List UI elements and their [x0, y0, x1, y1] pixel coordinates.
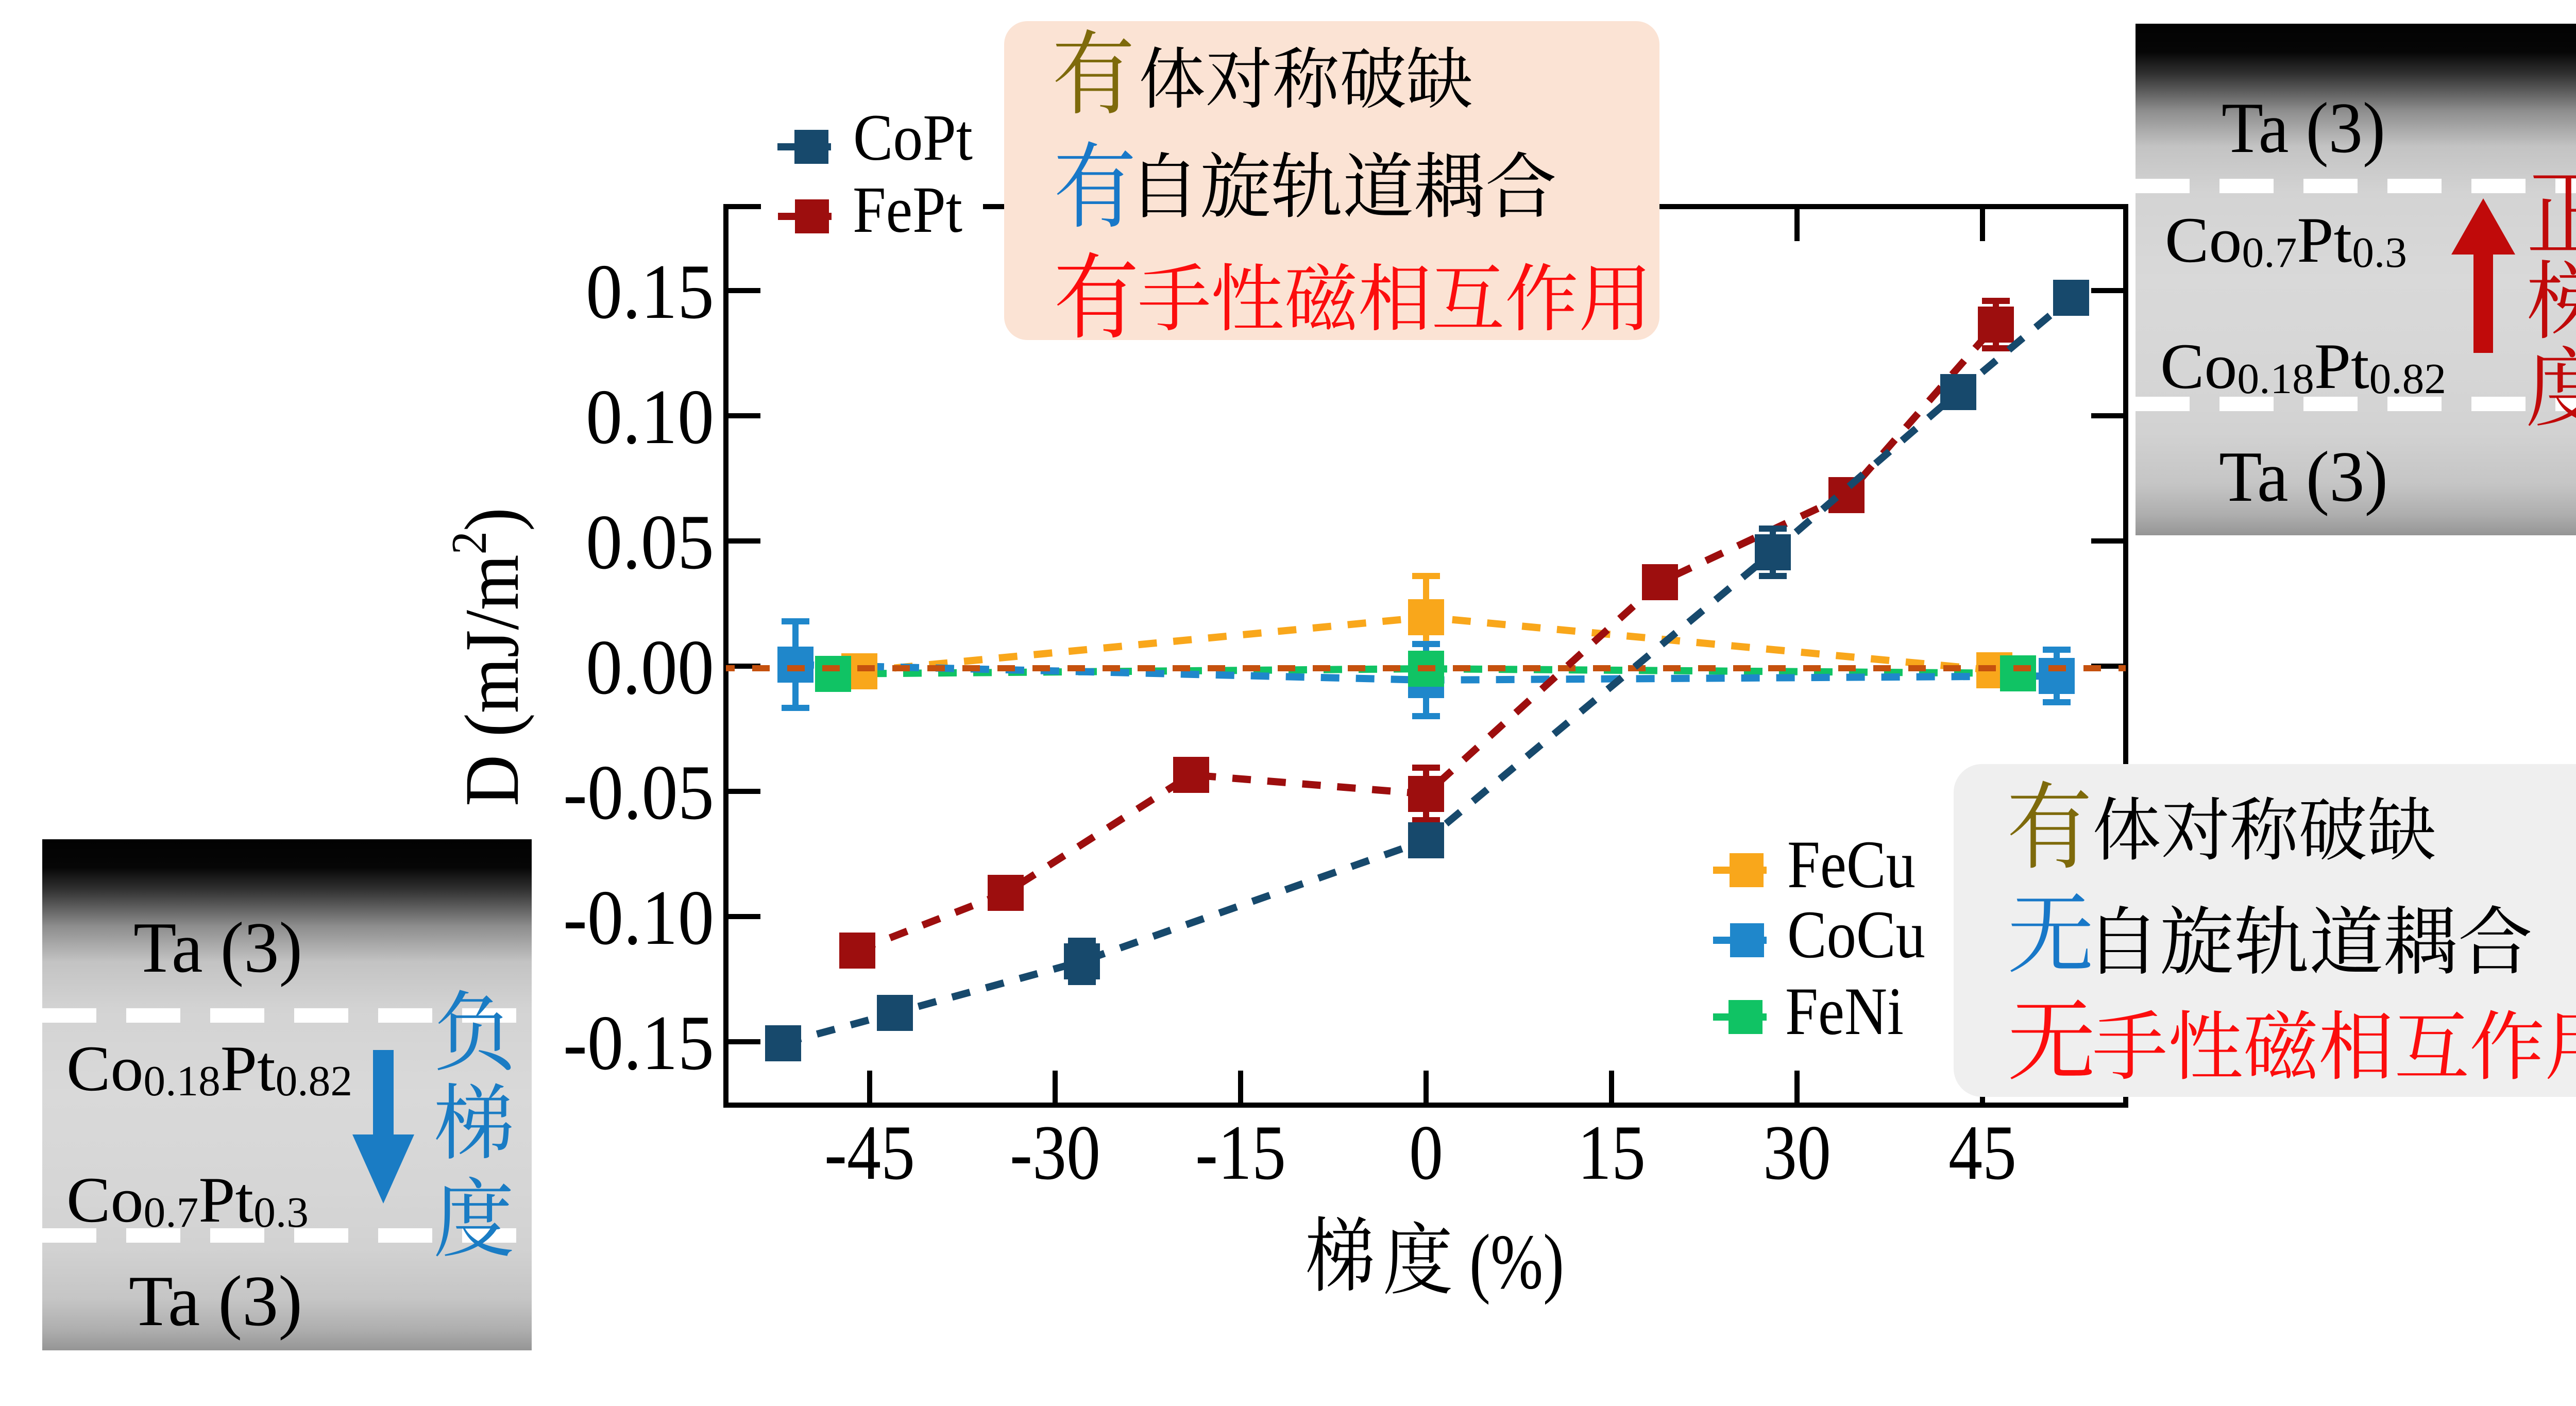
svg-text:-0.05: -0.05: [563, 749, 714, 836]
svg-text:45: 45: [1948, 1109, 2016, 1196]
svg-text:15: 15: [1578, 1109, 1646, 1196]
svg-text:0.05: 0.05: [586, 499, 714, 585]
svg-text:-30: -30: [1010, 1109, 1100, 1196]
svg-text:FeNi: FeNi: [1785, 973, 1904, 1049]
svg-text:0: 0: [1409, 1109, 1443, 1196]
svg-text:0.10: 0.10: [586, 374, 714, 460]
svg-text:D (mJ/m2): D (mJ/m2): [442, 507, 535, 806]
svg-text:-0.15: -0.15: [563, 1000, 714, 1086]
svg-text:Ta (3): Ta (3): [129, 1261, 302, 1341]
svg-text:FeCu: FeCu: [1787, 826, 1916, 902]
svg-text:-15: -15: [1195, 1109, 1286, 1196]
svg-text:Ta (3): Ta (3): [133, 908, 302, 988]
svg-text:FePt: FePt: [853, 173, 962, 246]
svg-text:CoPt: CoPt: [853, 101, 973, 174]
svg-text:30: 30: [1763, 1109, 1831, 1196]
svg-text:0.00: 0.00: [586, 624, 714, 710]
svg-text:CoCu: CoCu: [1787, 896, 1925, 972]
svg-text:Ta (3): Ta (3): [2222, 88, 2385, 168]
svg-text:0.15: 0.15: [586, 248, 714, 335]
svg-text:(%): (%): [1469, 1218, 1564, 1305]
svg-text:Ta (3): Ta (3): [2219, 437, 2388, 517]
svg-text:-0.10: -0.10: [563, 874, 714, 961]
svg-text:-45: -45: [824, 1109, 915, 1196]
